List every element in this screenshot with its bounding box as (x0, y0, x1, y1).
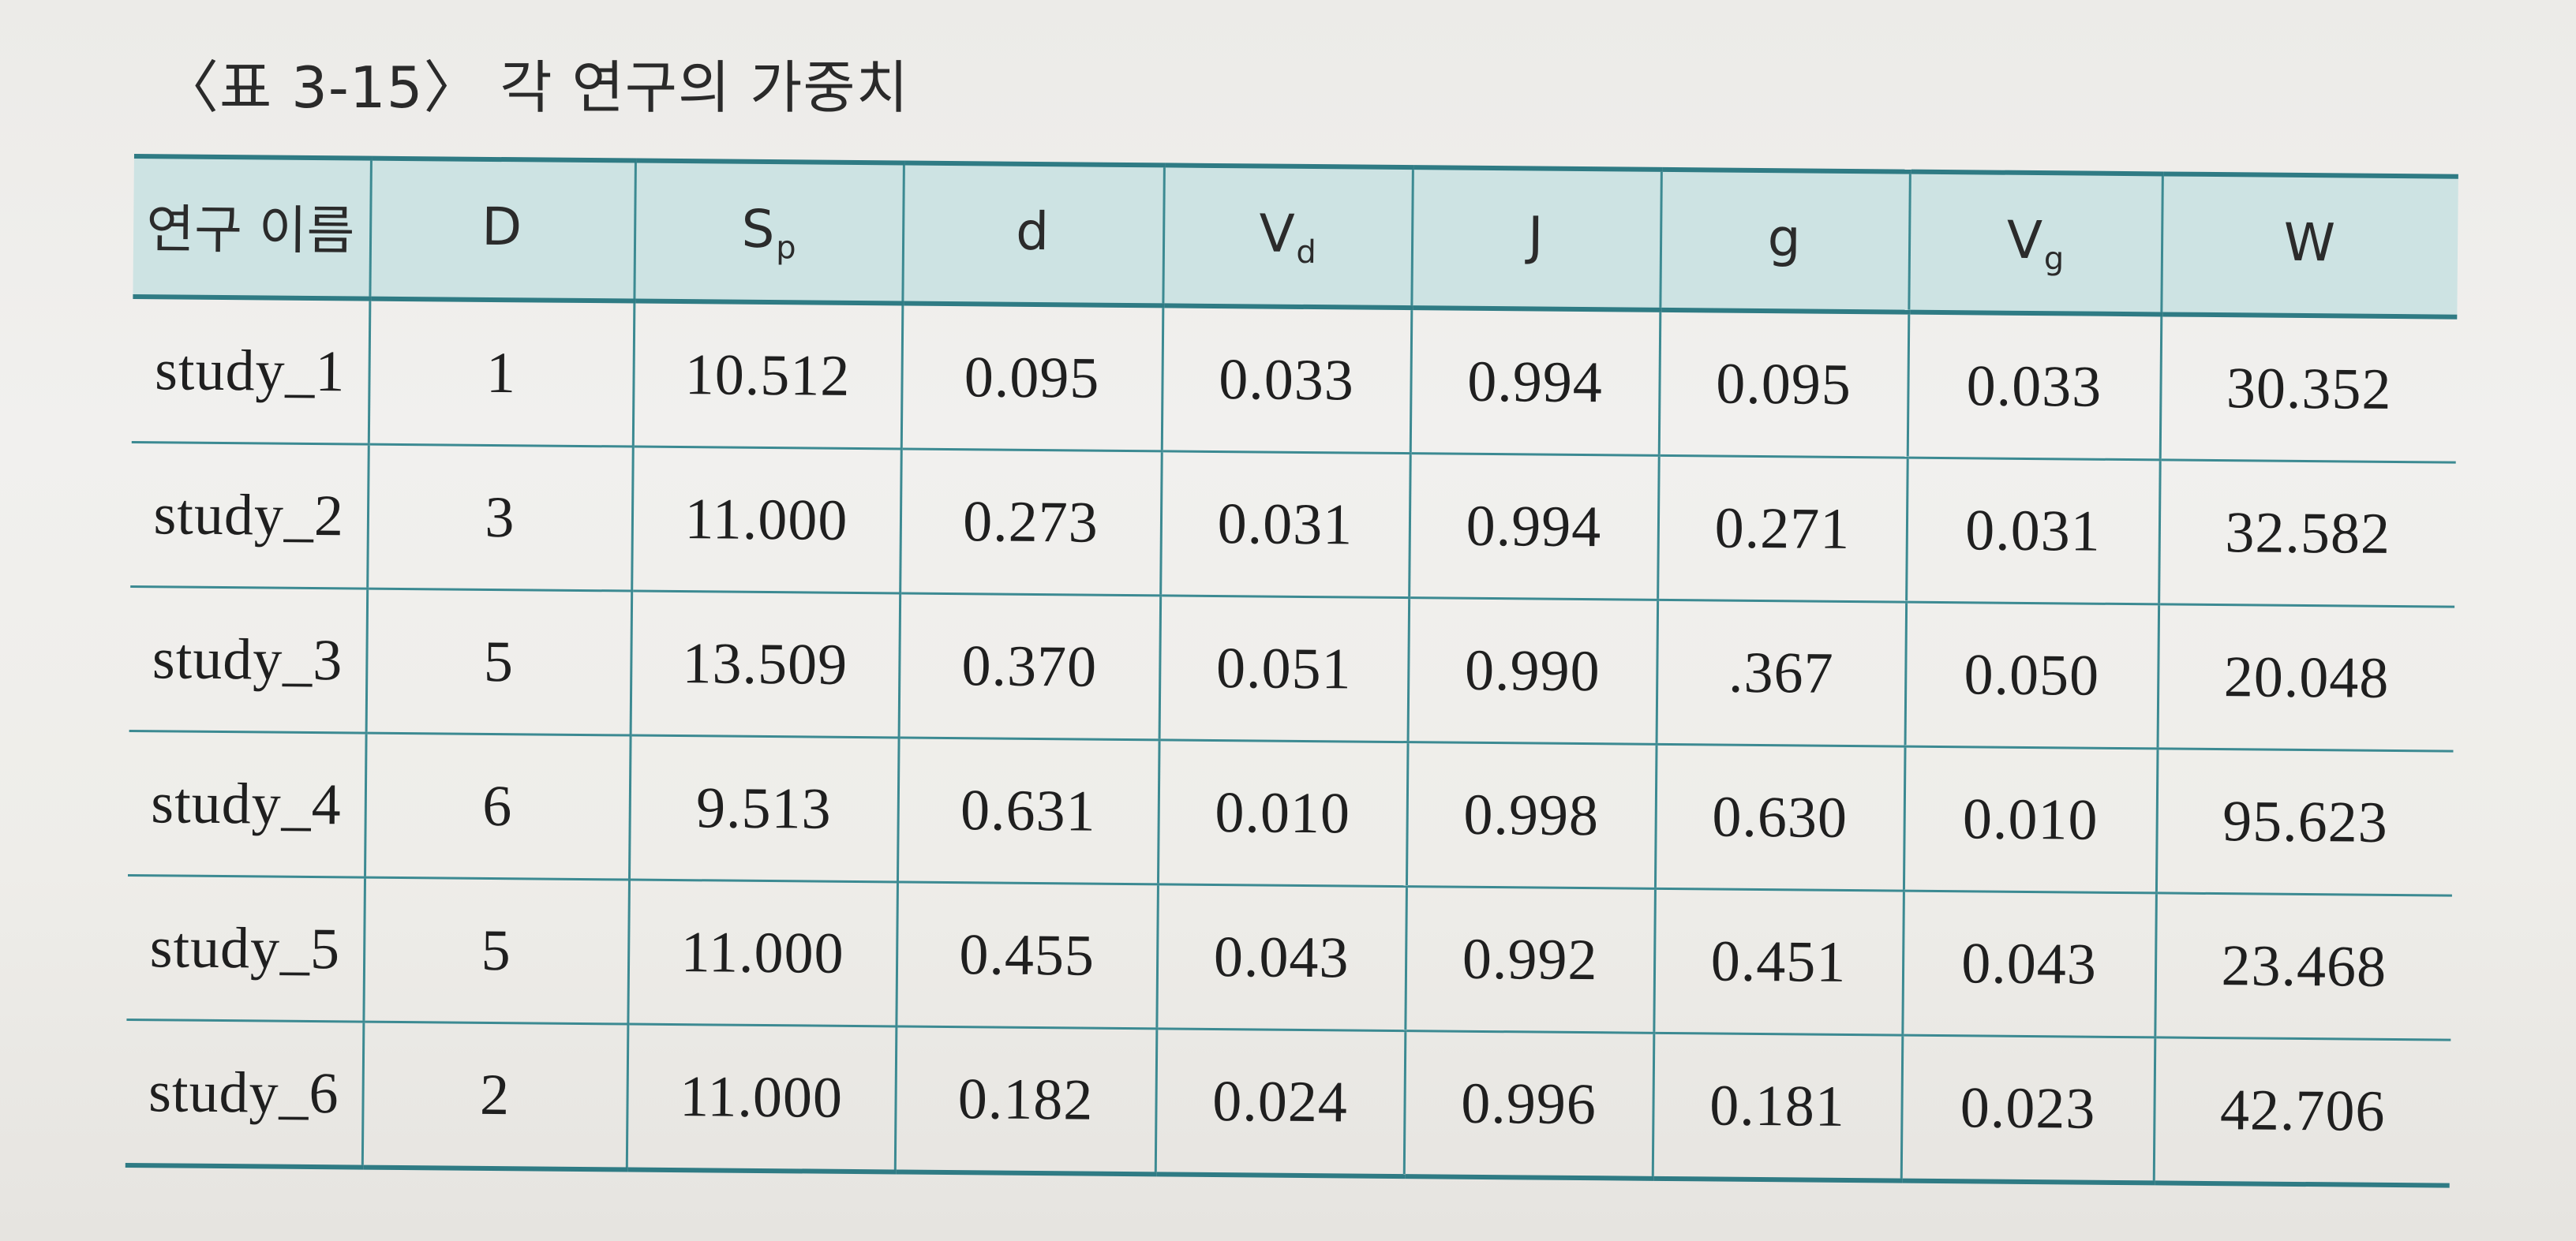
cell-vg: 0.031 (1906, 458, 2160, 604)
cell-d-count: 3 (367, 444, 633, 592)
cell-vd: 0.051 (1159, 595, 1410, 742)
header-j: J (1411, 167, 1661, 310)
table-row: study_2 3 11.000 0.273 0.031 0.994 0.271… (130, 442, 2456, 607)
cell-vg: 0.033 (1907, 312, 2162, 460)
table-row: study_3 5 13.509 0.370 0.051 0.990 .367 … (129, 586, 2455, 752)
header-study-name: 연구 이름 (133, 155, 371, 299)
cell-d: 0.631 (897, 737, 1159, 884)
cell-study-name: study_2 (130, 442, 369, 589)
cell-vd: 0.010 (1157, 739, 1408, 887)
cell-vg: 0.023 (1900, 1035, 2155, 1183)
cell-w: 20.048 (2157, 604, 2455, 752)
cell-j: 0.994 (1410, 308, 1661, 456)
cell-vd: 0.033 (1161, 305, 1412, 454)
cell-d: 0.182 (894, 1026, 1157, 1175)
cell-sp: 11.000 (627, 880, 897, 1026)
cell-study-name: study_5 (126, 875, 365, 1022)
cell-w: 32.582 (2159, 459, 2456, 607)
study-weights-table: 연구 이름 D Sp d Vd J g Vg W study_1 1 10.51… (125, 154, 2458, 1188)
cell-j: 0.992 (1405, 886, 1655, 1034)
table-header-row: 연구 이름 D Sp d Vd J g Vg W (133, 155, 2458, 317)
cell-g: 0.271 (1657, 455, 1908, 603)
cell-d-count: 5 (363, 877, 629, 1024)
cell-sp: 11.000 (626, 1023, 897, 1172)
table-row: study_4 6 9.513 0.631 0.010 0.998 0.630 … (128, 731, 2454, 896)
cell-vg: 0.010 (1903, 746, 2158, 893)
cell-d: 0.370 (898, 592, 1161, 740)
cell-study-name: study_3 (129, 586, 368, 734)
header-sp: Sp (634, 160, 904, 304)
header-w: W (2161, 174, 2458, 317)
header-vd: Vd (1163, 165, 1413, 308)
cell-sp: 9.513 (628, 735, 899, 882)
cell-study-name: study_6 (125, 1019, 364, 1168)
cell-vd: 0.031 (1160, 450, 1410, 598)
cell-j: 0.998 (1406, 742, 1657, 889)
cell-d-count: 2 (361, 1022, 628, 1170)
header-d: d (902, 163, 1164, 306)
cell-g: .367 (1656, 600, 1907, 747)
cell-w: 23.468 (2155, 892, 2452, 1041)
cell-w: 30.352 (2159, 314, 2458, 463)
cell-j: 0.994 (1409, 453, 1659, 600)
cell-d-count: 6 (365, 733, 631, 880)
cell-vd: 0.043 (1156, 884, 1406, 1031)
table-caption: 〈표 3-15〉 각 연구의 가중치 (162, 54, 909, 121)
cell-w: 95.623 (2155, 748, 2454, 896)
cell-g: 0.451 (1653, 888, 1904, 1036)
table-row: study_1 1 10.512 0.095 0.033 0.994 0.095… (131, 296, 2458, 463)
header-d-count: D (369, 158, 635, 301)
cell-sp: 13.509 (630, 591, 900, 738)
cell-vd: 0.024 (1155, 1028, 1406, 1177)
cell-d: 0.095 (900, 303, 1163, 451)
cell-g: 0.630 (1654, 744, 1905, 892)
cell-j: 0.996 (1403, 1030, 1654, 1179)
table-row: study_6 2 11.000 0.182 0.024 0.996 0.181… (125, 1019, 2451, 1186)
header-vg: Vg (1908, 171, 2162, 315)
cell-d: 0.273 (900, 448, 1162, 596)
cell-d: 0.455 (896, 881, 1158, 1029)
cell-sp: 10.512 (632, 301, 903, 449)
cell-vg: 0.050 (1904, 602, 2159, 749)
cell-sp: 11.000 (631, 447, 901, 593)
cell-g: 0.095 (1658, 309, 1909, 458)
weights-table-container: 연구 이름 D Sp d Vd J g Vg W study_1 1 10.51… (125, 154, 2458, 1188)
cell-g: 0.181 (1652, 1033, 1903, 1181)
cell-vg: 0.043 (1902, 891, 2156, 1037)
cell-j: 0.990 (1407, 597, 1658, 745)
cell-d-count: 5 (365, 589, 632, 736)
cell-d-count: 1 (368, 298, 635, 447)
cell-study-name: study_4 (128, 731, 366, 878)
cell-w: 42.706 (2153, 1037, 2451, 1186)
cell-study-name: study_1 (131, 296, 370, 445)
table-row: study_5 5 11.000 0.455 0.043 0.992 0.451… (126, 875, 2452, 1041)
header-g: g (1660, 169, 1910, 312)
